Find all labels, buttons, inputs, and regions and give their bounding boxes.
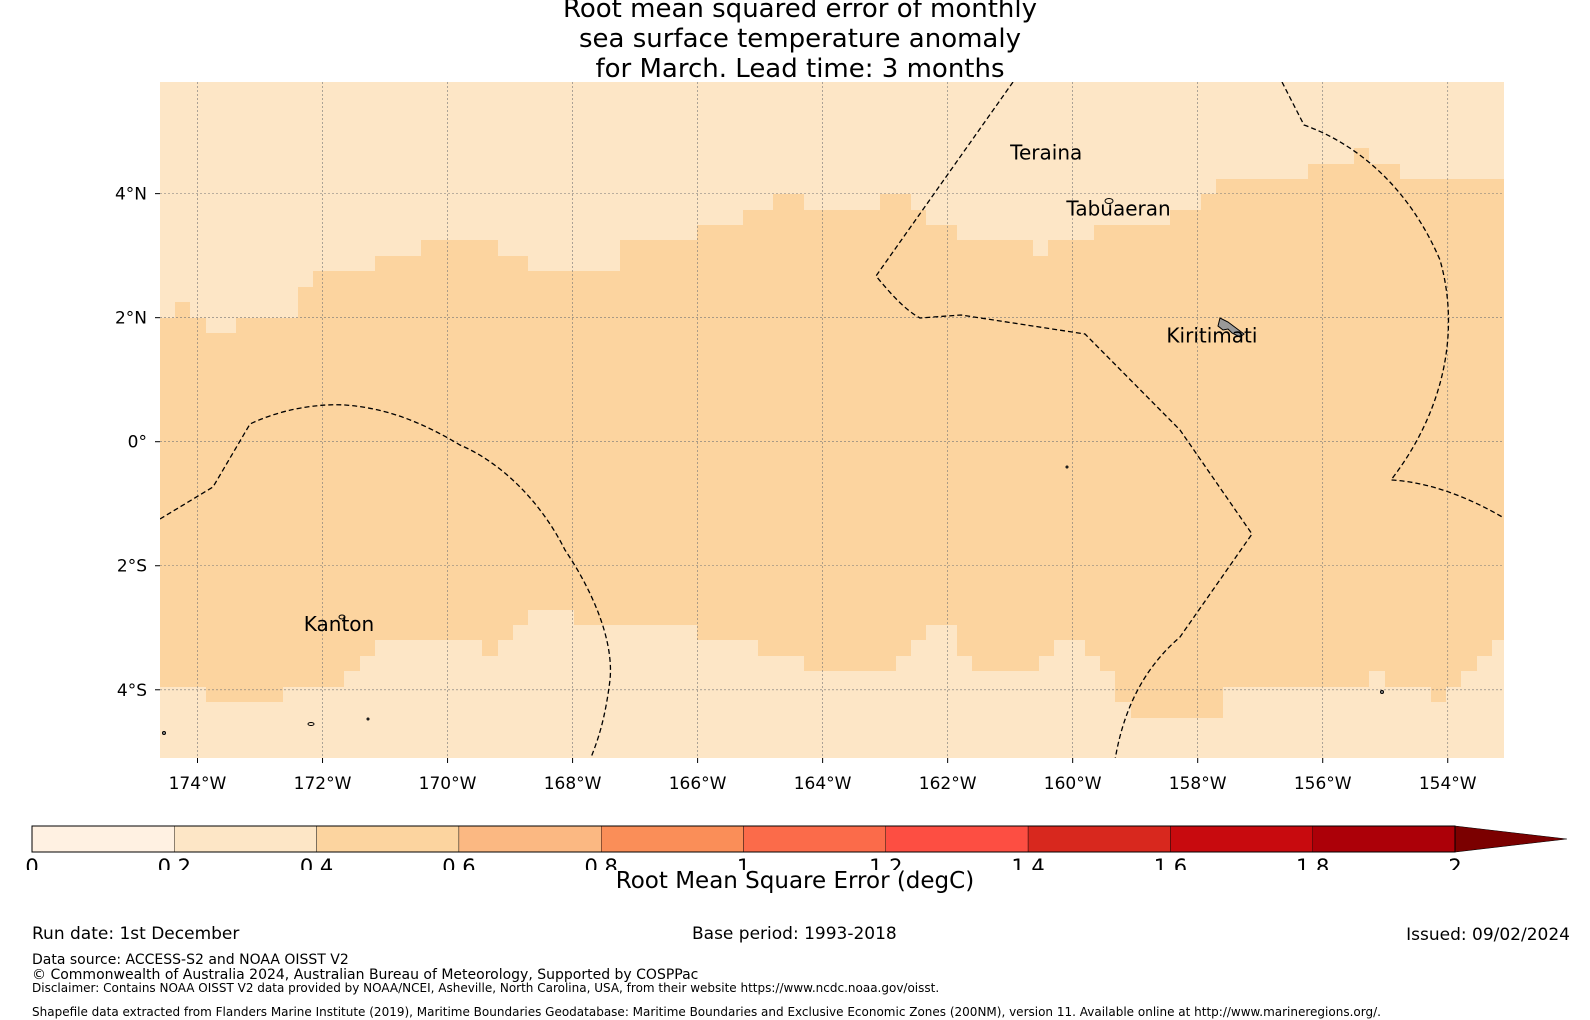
colorbar-tick-labels: 0 0.2 0.4 0.6 0.8 1 1.2 1.4 1.6 1.8 2 [25, 855, 1461, 870]
lat-tick-label: 2°S [117, 557, 147, 577]
eez-boundary-west [160, 404, 612, 758]
lat-tick-label: 4°S [117, 681, 147, 701]
island-kanton [338, 614, 346, 620]
run-date: Run date: 1st December [32, 924, 240, 944]
lat-tick-label: 0° [128, 433, 147, 453]
colorbar-tick-label: 1.2 [869, 855, 902, 870]
island-kiritimati [1217, 317, 1245, 338]
lon-tick-label: 168°W [544, 774, 602, 794]
colorbar-tick-label: 1 [737, 855, 750, 870]
colorbar-tick-label: 0.2 [158, 855, 191, 870]
colorbar-segment [458, 825, 602, 853]
place-label-kiritimati: Kiritimati [1166, 323, 1257, 347]
colorbar-segment [1027, 825, 1171, 853]
island-small-4 [1065, 465, 1069, 469]
lon-tick-label: 170°W [419, 774, 477, 794]
title-line-1: Root mean squared error of monthly [562, 0, 1038, 24]
place-label-teraina: Teraina [1009, 141, 1082, 165]
colorbar-extend-arrow [1454, 825, 1568, 853]
title-line-3: for March. Lead time: 3 months [595, 54, 1005, 84]
place-label-kanton: Kanton [304, 612, 374, 636]
axis-ticks [155, 193, 1449, 763]
colorbar-tick-label: 1.6 [1154, 855, 1187, 870]
colorbar-tick-label: 1.8 [1296, 855, 1329, 870]
latitude-labels: 4°N 2°N 0° 2°S 4°S [115, 185, 147, 701]
lon-tick-label: 160°W [1044, 774, 1102, 794]
colorbar-tick-label: 2 [1448, 855, 1461, 870]
colorbar-segment [601, 825, 744, 853]
colorbar-tick-label: 0 [25, 855, 38, 870]
lon-tick-label: 154°W [1419, 774, 1477, 794]
lon-tick-label: 174°W [169, 774, 227, 794]
island-shapes [162, 198, 1384, 735]
lon-tick-label: 156°W [1294, 774, 1352, 794]
island-small-1 [307, 722, 315, 726]
lon-tick-label: 164°W [794, 774, 852, 794]
lon-tick-label: 158°W [1169, 774, 1227, 794]
colorbar-segment [316, 825, 460, 853]
lon-tick-label: 166°W [669, 774, 727, 794]
colorbar-tick-label: 0.4 [300, 855, 333, 870]
longitude-labels: 174°W 172°W 170°W 168°W 166°W 164°W 162°W 160°W… [169, 774, 1477, 794]
colorbar-tick-label: 0.8 [584, 855, 617, 870]
colorbar-segment [1312, 825, 1456, 853]
issued-date: Issued: 09/02/2024 [1406, 925, 1570, 945]
island-small-3 [1380, 690, 1384, 694]
colorbar-segment [174, 825, 317, 853]
disclaimer: Disclaimer: Contains NOAA OISST V2 data … [32, 981, 940, 995]
lat-tick-label: 2°N [115, 309, 147, 329]
map-title: Root mean squared error of monthly sea s… [400, 0, 1200, 84]
colorbar-segment [743, 825, 887, 853]
data-source: Data source: ACCESS-S2 and NOAA OISST V2 [32, 952, 349, 968]
colorbar-frame [31, 825, 1456, 853]
field-band-high [160, 148, 1504, 718]
island-small-5 [162, 731, 166, 735]
colorbar-tick-label: 1.4 [1011, 855, 1044, 870]
lon-tick-label: 162°W [919, 774, 977, 794]
lon-tick-label: 172°W [294, 774, 352, 794]
colorbar-tick-label: 0.6 [442, 855, 475, 870]
island-tabuaeran [1104, 198, 1114, 204]
base-period: Base period: 1993-2018 [692, 924, 897, 944]
colorbar-segment [31, 825, 175, 853]
place-labels: Teraina Tabuaeran Kiritimati Kanton [304, 141, 1258, 636]
island-small-2 [366, 717, 370, 721]
colorbar-title: Root Mean Square Error (degC) [615, 868, 975, 894]
graticule [160, 82, 1504, 758]
lat-tick-label: 4°N [115, 185, 147, 205]
sst-rmse-map: 174°W 172°W 170°W 168°W 166°W 164°W 162°W 160°W… [25, 82, 1568, 870]
shapefile-credit: Shapefile data extracted from Flanders M… [32, 1005, 1381, 1019]
colorbar-segment [1170, 825, 1313, 853]
eez-boundaries [160, 82, 1504, 758]
eez-boundary-east [1281, 82, 1504, 519]
colorbar-segment [885, 825, 1029, 853]
title-line-2: sea surface temperature anomaly [579, 24, 1021, 54]
colorbar [31, 825, 1568, 853]
place-label-tabuaeran: Tabuaeran [1065, 196, 1170, 220]
copyright: © Commonwealth of Australia 2024, Austra… [32, 967, 699, 983]
